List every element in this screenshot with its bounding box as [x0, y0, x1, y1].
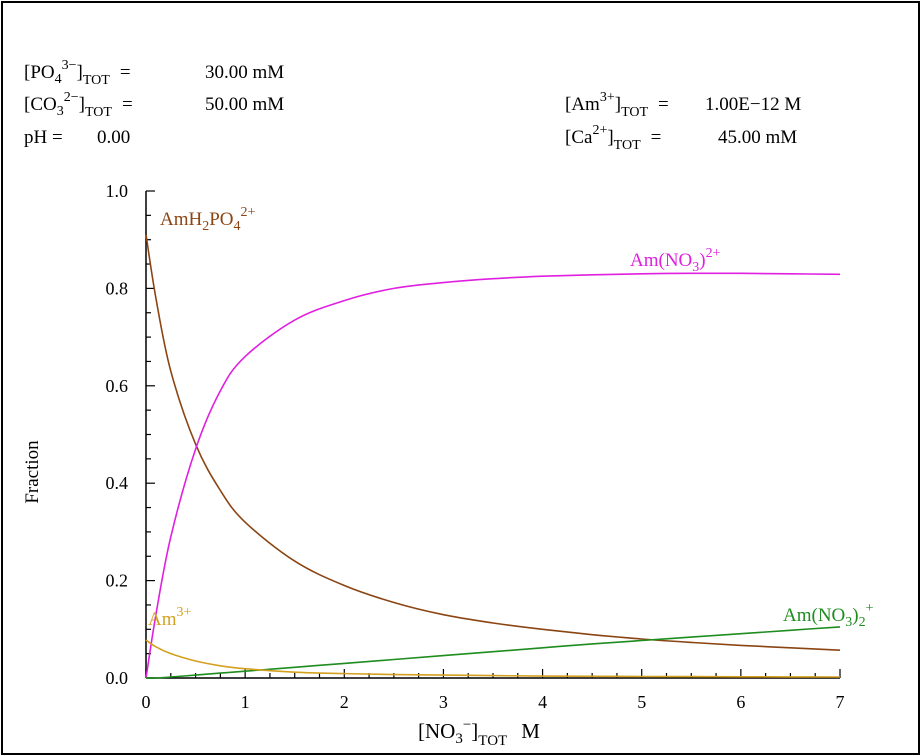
- x-tick-label: 5: [637, 692, 646, 712]
- label-am3: Am3+: [148, 605, 192, 630]
- label-amh2po4: AmH2PO42+: [160, 205, 256, 234]
- y-tick-label: 0.4: [106, 473, 129, 493]
- y-tick-label: 0.8: [106, 278, 129, 298]
- x-tick-label: 2: [340, 692, 349, 712]
- label-amno3-2: Am(NO3)2+: [783, 601, 874, 630]
- po4-total: [PO43−]TOT = 30.00 mM: [24, 58, 284, 88]
- axis-tick-labels: 0 1 2 3 4 5 6 7 0.0 0.2 0.4 0.6 0.8 1.0: [106, 181, 845, 712]
- x-tick-label: 0: [142, 692, 151, 712]
- y-tick-label: 0.6: [106, 376, 129, 396]
- series-line-amno3_2: [145, 626, 841, 679]
- series-line-amh2po4: [145, 234, 841, 651]
- x-tick-label: 6: [736, 692, 745, 712]
- co3-total: [CO32−]TOT = 50.00 mM: [24, 90, 284, 120]
- y-axis-title: Fraction: [22, 440, 43, 504]
- ca-total: [Ca2+]TOT = 45.00 mM: [565, 123, 797, 153]
- label-amno3: Am(NO3)2+: [630, 246, 721, 275]
- y-tick-label: 0.2: [106, 571, 129, 591]
- am-total: [Am3+]TOT = 1.00E−12 M: [565, 90, 801, 120]
- series-lines: [145, 234, 841, 679]
- series-line-amno3: [145, 272, 841, 679]
- conditions-panel: [PO43−]TOT = 30.00 mM [CO32−]TOT = 50.00 mM …: [24, 58, 801, 153]
- y-tick-label: 1.0: [106, 181, 129, 201]
- ph-value: pH = 0.00: [24, 127, 130, 148]
- x-axis-title: [NO3−]TOT M: [418, 717, 540, 749]
- y-tick-label: 0.0: [106, 668, 129, 688]
- x-tick-label: 4: [538, 692, 547, 712]
- x-tick-label: 1: [241, 692, 250, 712]
- series-line-am3: [145, 639, 841, 678]
- x-tick-label: 3: [439, 692, 448, 712]
- x-tick-label: 7: [836, 692, 845, 712]
